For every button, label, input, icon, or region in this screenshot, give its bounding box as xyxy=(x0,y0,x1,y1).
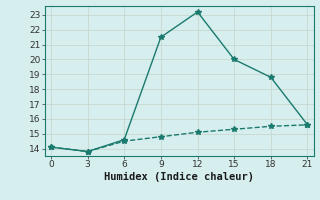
X-axis label: Humidex (Indice chaleur): Humidex (Indice chaleur) xyxy=(104,172,254,182)
